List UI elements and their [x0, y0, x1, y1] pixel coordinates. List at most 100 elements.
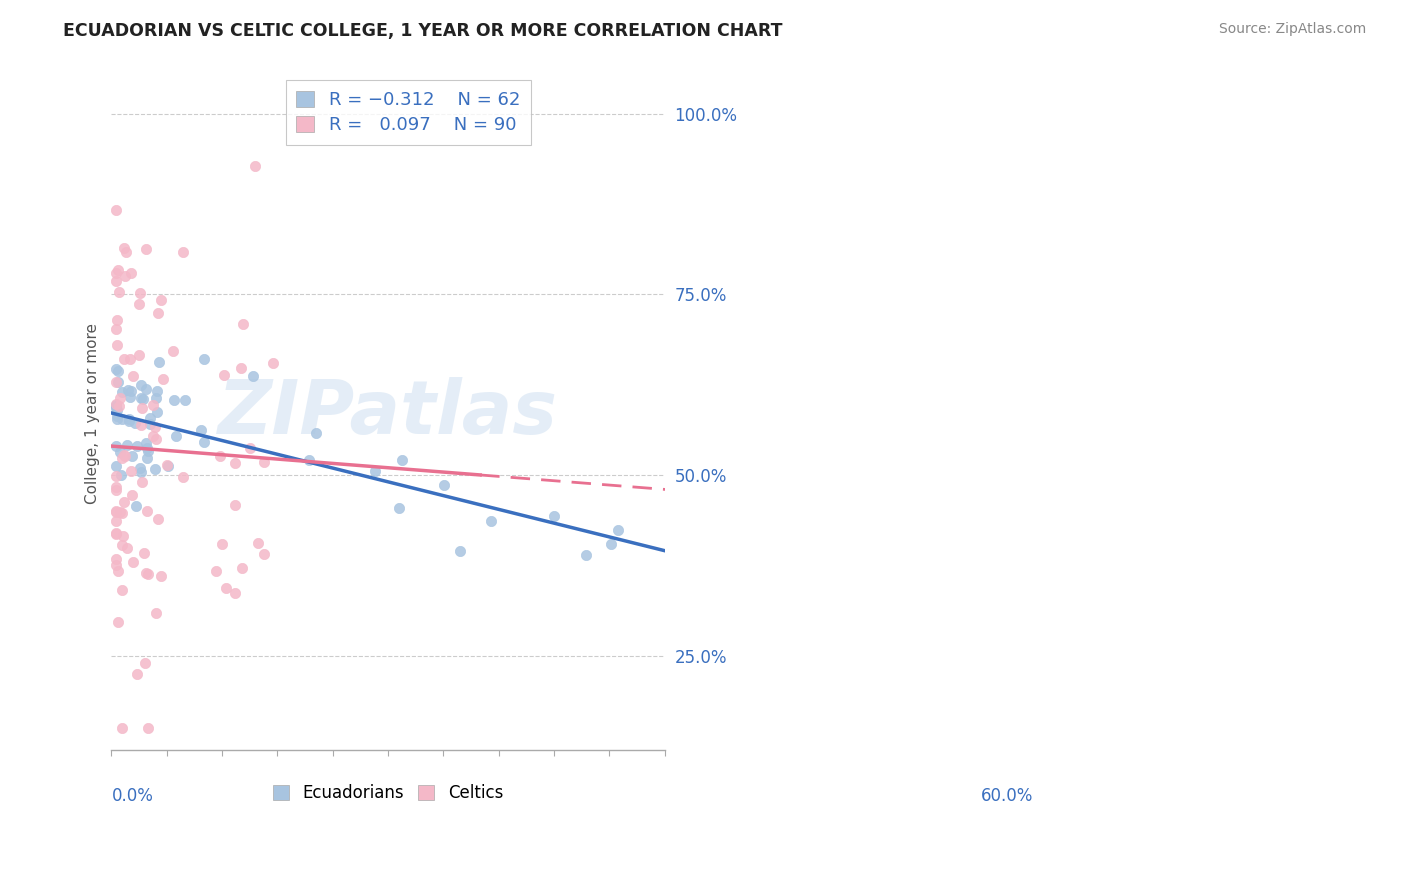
Point — [108, 445, 131, 459]
Point — [229, 361, 252, 376]
Point — [111, 411, 134, 425]
Point — [105, 514, 128, 528]
Point — [142, 428, 165, 442]
Point — [146, 405, 169, 419]
Point — [117, 383, 139, 397]
Point — [117, 438, 139, 452]
Point — [120, 384, 142, 398]
Point — [232, 317, 254, 331]
Point — [214, 368, 236, 383]
Point — [105, 402, 128, 417]
Y-axis label: College, 1 year or more: College, 1 year or more — [86, 323, 100, 504]
Point — [129, 377, 152, 392]
Point — [111, 385, 134, 400]
Point — [391, 453, 413, 467]
Point — [107, 564, 129, 578]
Point — [146, 306, 169, 320]
Point — [231, 561, 253, 575]
Point — [136, 451, 159, 466]
Point — [135, 242, 157, 256]
Point — [105, 399, 128, 413]
Point — [245, 159, 267, 173]
Text: ECUADORIAN VS CELTIC COLLEGE, 1 YEAR OR MORE CORRELATION CHART: ECUADORIAN VS CELTIC COLLEGE, 1 YEAR OR … — [63, 22, 783, 40]
Point — [112, 529, 135, 543]
Point — [114, 269, 136, 284]
Point — [599, 537, 621, 551]
Point — [107, 615, 129, 630]
Point — [120, 464, 142, 478]
Point — [211, 536, 233, 550]
Point — [145, 391, 167, 405]
Point — [131, 401, 153, 416]
Point — [136, 721, 159, 735]
Point — [107, 376, 129, 390]
Point — [105, 483, 128, 497]
Point — [105, 362, 128, 376]
Point — [128, 285, 150, 300]
Point — [134, 546, 156, 560]
Point — [146, 512, 169, 526]
Point — [129, 465, 152, 479]
Point — [163, 393, 186, 408]
Point — [114, 449, 136, 463]
Point — [129, 417, 152, 432]
Point — [105, 401, 128, 415]
Point — [120, 351, 142, 366]
Point — [575, 548, 598, 562]
Point — [173, 393, 195, 408]
Point — [111, 450, 134, 465]
Point — [105, 266, 128, 280]
Point — [131, 475, 153, 490]
Point — [364, 464, 387, 478]
Point — [239, 442, 262, 456]
Point — [138, 410, 160, 425]
Point — [105, 397, 128, 411]
Point — [120, 390, 142, 404]
Point — [136, 567, 159, 582]
Point — [128, 348, 150, 362]
Point — [148, 354, 170, 368]
Point — [143, 461, 166, 475]
Point — [111, 583, 134, 598]
Point — [305, 426, 328, 441]
Point — [606, 523, 628, 537]
Point — [208, 449, 231, 463]
Point — [125, 439, 148, 453]
Point — [105, 469, 128, 483]
Point — [112, 351, 135, 366]
Point — [105, 552, 128, 566]
Point — [105, 337, 128, 351]
Point — [253, 547, 276, 561]
Point — [110, 506, 132, 520]
Point — [388, 500, 411, 515]
Point — [145, 607, 167, 621]
Point — [118, 414, 141, 428]
Point — [110, 468, 132, 483]
Point — [105, 398, 128, 412]
Point — [112, 448, 135, 462]
Point — [152, 372, 174, 386]
Point — [108, 391, 131, 405]
Point — [298, 452, 321, 467]
Point — [121, 488, 143, 502]
Point — [156, 458, 179, 473]
Point — [135, 566, 157, 581]
Point — [108, 399, 131, 413]
Point — [105, 558, 128, 573]
Point — [224, 456, 246, 470]
Point — [433, 477, 456, 491]
Point — [135, 382, 157, 396]
Point — [105, 322, 128, 336]
Point — [124, 416, 146, 430]
Point — [135, 436, 157, 450]
Point — [136, 444, 159, 458]
Point — [108, 285, 131, 299]
Point — [134, 656, 156, 670]
Point — [105, 409, 128, 423]
Point — [105, 274, 128, 288]
Point — [112, 241, 135, 255]
Point — [242, 368, 264, 383]
Point — [128, 460, 150, 475]
Point — [105, 458, 128, 473]
Text: Source: ZipAtlas.com: Source: ZipAtlas.com — [1219, 22, 1367, 37]
